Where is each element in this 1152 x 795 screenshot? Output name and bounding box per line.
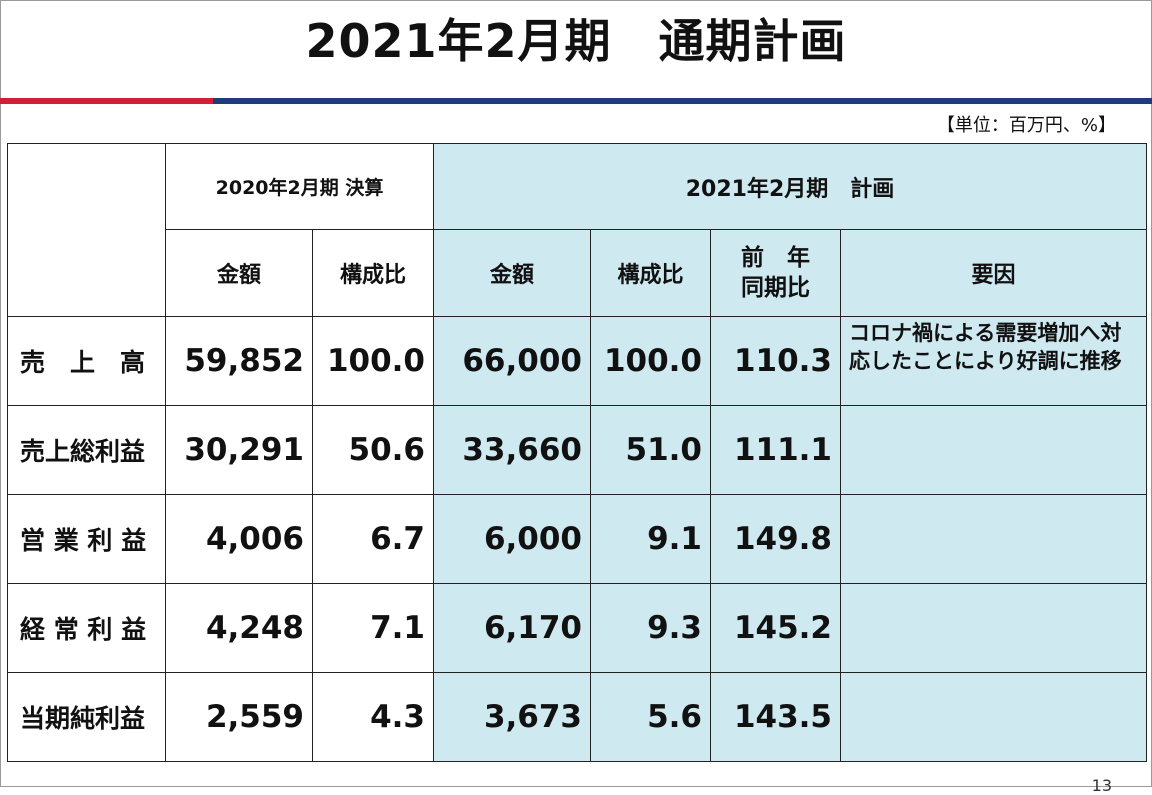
plan-ratio-cell: 51.0 [590,405,711,495]
table-row-sales: 売 上 高 59,852 100.0 66,000 100.0 110.3 コロ… [7,316,1148,406]
yoy-cell: 110.3 [710,316,841,406]
plan-ratio-cell: 100.0 [590,316,711,406]
header-row-columns: 金額 構成比 金額 構成比 前 年 同期比 要因 [8,229,1148,317]
prev-amount-cell: 2,559 [165,672,313,762]
yoy-cell: 145.2 [710,583,841,673]
financial-plan-table: 2020年2月期 決算 2021年2月期 計画 金額 構成比 金額 構成比 前 … [7,143,1148,762]
table-row-gross-profit: 売上総利益 30,291 50.6 33,660 51.0 111.1 [7,405,1148,495]
factor-cell [839,494,1148,584]
table-row-ordinary-profit: 経 常 利 益 4,248 7.1 6,170 9.3 145.2 [7,583,1148,673]
factor-cell [839,405,1148,495]
plan-amount-cell: 3,673 [433,672,591,762]
row-label: 売 上 高 [7,316,166,406]
table-row-net-income: 当期純利益 2,559 4.3 3,673 5.6 143.5 [7,672,1148,762]
factor-cell [839,583,1148,673]
prev-ratio-cell: 6.7 [312,494,434,584]
plan-amount-header: 金額 [433,229,591,317]
plan-amount-cell: 66,000 [433,316,591,406]
prev-amount-cell: 4,248 [165,583,313,673]
plan-period-header: 2021年2月期 計画 [432,143,1148,230]
table-row-operating-profit: 営 業 利 益 4,006 6.7 6,000 9.1 149.8 [7,494,1148,584]
prev-period-header: 2020年2月期 決算 [165,143,434,230]
page-title: 2021年2月期 通期計画 [305,14,847,68]
plan-ratio-cell: 5.6 [590,672,711,762]
header-row-periods: 2020年2月期 決算 2021年2月期 計画 [7,143,1148,317]
row-label: 当期純利益 [7,672,166,762]
yoy-cell: 143.5 [710,672,841,762]
prev-ratio-cell: 4.3 [312,672,434,762]
corner-cell [7,143,166,317]
prev-ratio-cell: 50.6 [312,405,434,495]
page-number: 13 [1091,776,1112,795]
unit-note: 【単位：百万円、%】 [936,115,1116,136]
factor-header: 要因 [839,229,1148,317]
factor-cell [839,672,1148,762]
plan-ratio-cell: 9.1 [590,494,711,584]
row-label: 売上総利益 [7,405,166,495]
title-rule-blue [213,98,1152,104]
row-label: 経 常 利 益 [7,583,166,673]
plan-amount-cell: 6,000 [433,494,591,584]
yoy-header: 前 年 同期比 [710,229,841,317]
prev-ratio-cell: 7.1 [312,583,434,673]
prev-amount-cell: 4,006 [165,494,313,584]
plan-ratio-cell: 9.3 [590,583,711,673]
plan-ratio-header: 構成比 [590,229,711,317]
row-label: 営 業 利 益 [7,494,166,584]
prev-amount-cell: 59,852 [165,316,313,406]
prev-ratio-cell: 100.0 [312,316,434,406]
prev-amount-header: 金額 [165,229,313,317]
yoy-header-line1: 前 年 [741,245,810,271]
plan-amount-cell: 33,660 [433,405,591,495]
plan-amount-cell: 6,170 [433,583,591,673]
prev-ratio-header: 構成比 [312,229,434,317]
factor-cell: コロナ禍による需要増加へ対応したことにより好調に推移 [839,316,1148,406]
yoy-cell: 149.8 [710,494,841,584]
prev-amount-cell: 30,291 [165,405,313,495]
title-rule-red [0,98,213,104]
yoy-cell: 111.1 [710,405,841,495]
yoy-header-line2: 同期比 [741,275,810,301]
